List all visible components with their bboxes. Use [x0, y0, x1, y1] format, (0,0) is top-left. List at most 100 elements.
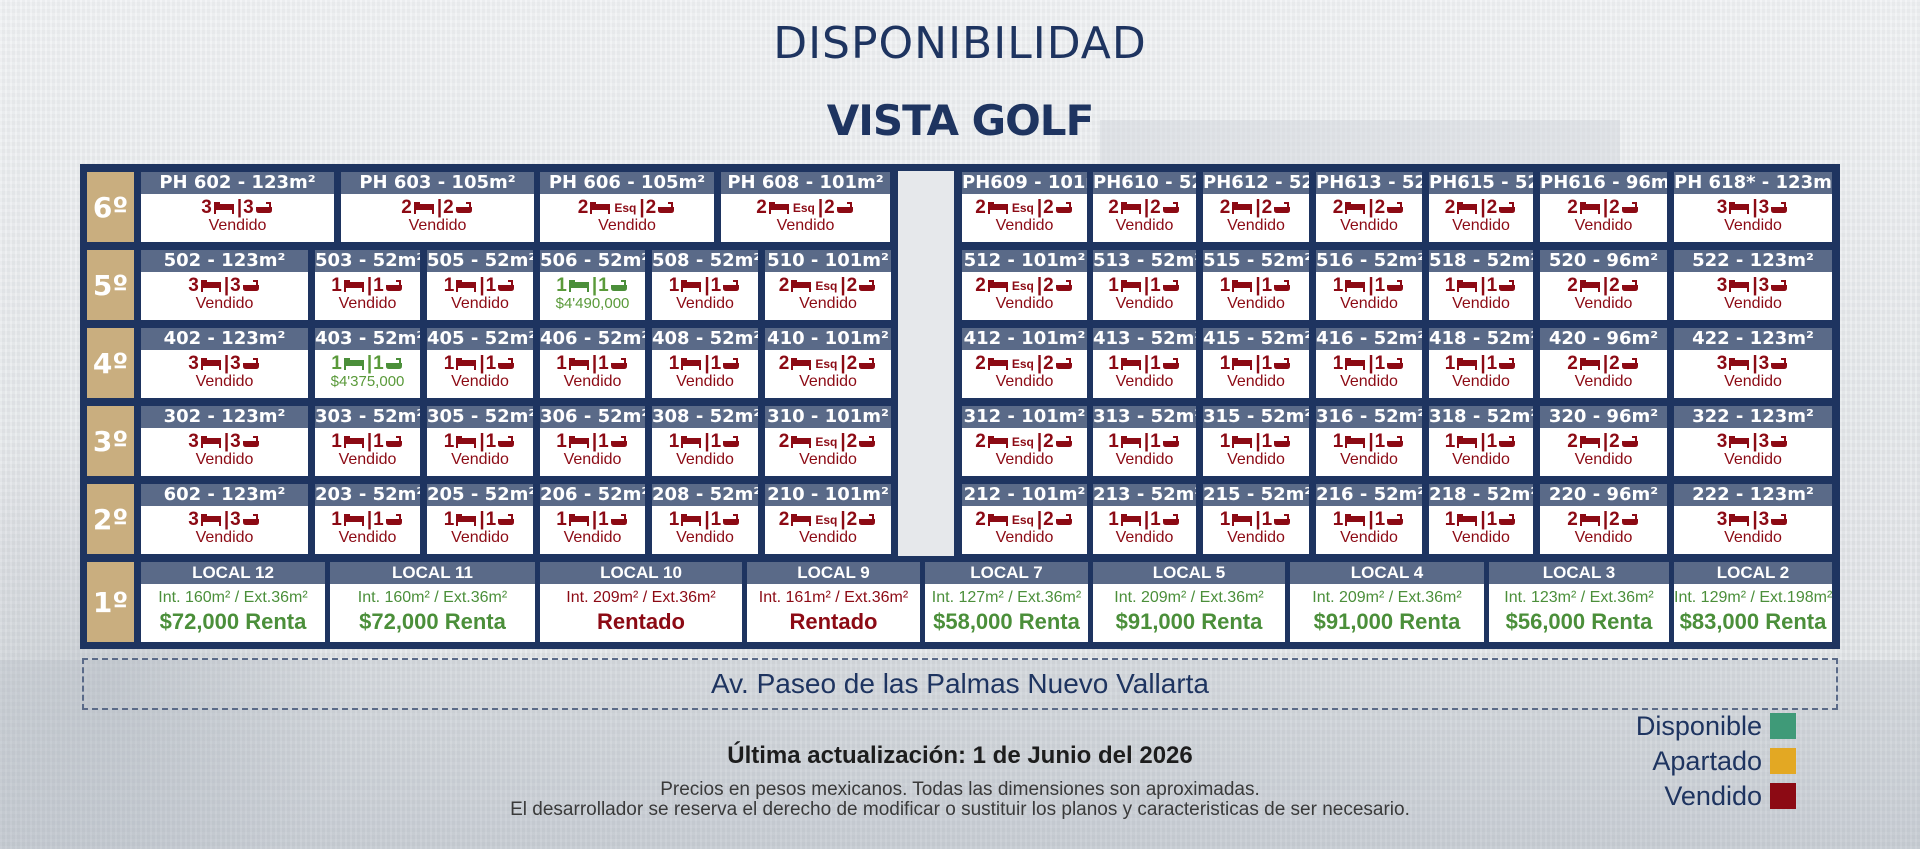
- local-cell[interactable]: LOCAL 10 Int. 209m² / Ext.36m² Rentado: [540, 562, 742, 642]
- bathtub-icon: [385, 435, 402, 447]
- unit-cell[interactable]: 212 - 101m² 2 Esq | 2 Vendido: [962, 484, 1087, 554]
- unit-features: 2 | 2: [1429, 197, 1533, 218]
- unit-cell[interactable]: 513 - 52m² 1 | 1 Vendido: [1093, 250, 1196, 320]
- unit-cell[interactable]: 502 - 123m² 3 | 3 Vendido: [141, 250, 308, 320]
- unit-cell[interactable]: 420 - 96m² 2 | 2 Vendido: [1540, 328, 1667, 398]
- local-area: Int. 123m² / Ext.36m²: [1504, 589, 1654, 606]
- bed-icon: [1232, 513, 1253, 526]
- unit-name: 306 - 52m²: [540, 406, 645, 428]
- unit-cell[interactable]: 402 - 123m² 3 | 3 Vendido: [141, 328, 308, 398]
- unit-cell[interactable]: PH 602 - 123m² 3 | 3 Vendido: [141, 172, 334, 242]
- unit-cell[interactable]: PH 603 - 105m² 2 | 2 Vendido: [341, 172, 534, 242]
- unit-cell[interactable]: 302 - 123m² 3 | 3 Vendido: [141, 406, 308, 476]
- local-name: LOCAL 12: [141, 562, 325, 584]
- local-cell[interactable]: LOCAL 2 Int. 129m² / Ext.198m² $83,000 Ren…: [1674, 562, 1832, 642]
- unit-cell[interactable]: 312 - 101m² 2 Esq | 2 Vendido: [962, 406, 1087, 476]
- unit-cell[interactable]: 415 - 52m² 1 | 1 Vendido: [1203, 328, 1309, 398]
- unit-cell[interactable]: 305 - 52m² 1 | 1 Vendido: [427, 406, 533, 476]
- local-cell[interactable]: LOCAL 7 Int. 127m² / Ext.36m² $58,000 Rent…: [925, 562, 1088, 642]
- local-price: Rentado: [597, 609, 685, 634]
- unit-cell[interactable]: PH 618* - 123m² 3 | 3 Vendido: [1674, 172, 1832, 242]
- unit-cell[interactable]: 515 - 52m² 1 | 1 Vendido: [1203, 250, 1309, 320]
- unit-cell[interactable]: PH616 - 96m² 2 | 2 Vendido: [1540, 172, 1667, 242]
- unit-cell[interactable]: 320 - 96m² 2 | 2 Vendido: [1540, 406, 1667, 476]
- separator: |: [840, 430, 846, 452]
- bed-icon: [768, 201, 789, 214]
- unit-cell[interactable]: 210 - 101m² 2 Esq | 2 Vendido: [765, 484, 891, 554]
- unit-cell[interactable]: 216 - 52m² 1 | 1 Vendido: [1316, 484, 1422, 554]
- unit-status: $4'375,000: [330, 373, 405, 390]
- local-area: Int. 209m² / Ext.36m²: [1114, 589, 1264, 606]
- unit-cell[interactable]: 406 - 52m² 1 | 1 Vendido: [540, 328, 645, 398]
- unit-cell[interactable]: 412 - 101m² 2 Esq | 2 Vendido: [962, 328, 1087, 398]
- local-cell[interactable]: LOCAL 12 Int. 160m² / Ext.36m² $72,000 Ren…: [141, 562, 325, 642]
- unit-cell[interactable]: 510 - 101m² 2 Esq | 2 Vendido: [765, 250, 891, 320]
- unit-cell[interactable]: 405 - 52m² 1 | 1 Vendido: [427, 328, 533, 398]
- local-cell[interactable]: LOCAL 4 Int. 209m² / Ext.36m² $91,000 Rent…: [1290, 562, 1484, 642]
- unit-cell[interactable]: 203 - 52m² 1 | 1 Vendido: [315, 484, 420, 554]
- local-cell[interactable]: LOCAL 9 Int. 161m² / Ext.36m² Rentado: [747, 562, 920, 642]
- local-cell[interactable]: LOCAL 11 Int. 160m² / Ext.36m² $72,000 Ren…: [330, 562, 535, 642]
- unit-features: 1 | 1: [1203, 509, 1309, 530]
- unit-cell[interactable]: 222 - 123m² 3 | 3 Vendido: [1674, 484, 1832, 554]
- separator: |: [1602, 508, 1609, 530]
- unit-cell[interactable]: 418 - 52m² 1 | 1 Vendido: [1429, 328, 1533, 398]
- corner-label: Esq: [815, 434, 838, 449]
- unit-cell[interactable]: 413 - 52m² 1 | 1 Vendido: [1093, 328, 1196, 398]
- unit-status: Vendido: [1340, 373, 1398, 390]
- local-cell[interactable]: LOCAL 3 Int. 123m² / Ext.36m² $56,000 Rent…: [1489, 562, 1669, 642]
- bathtub-icon: [859, 357, 876, 369]
- unit-cell[interactable]: 318 - 52m² 1 | 1 Vendido: [1429, 406, 1533, 476]
- unit-cell[interactable]: 416 - 52m² 1 | 1 Vendido: [1316, 328, 1422, 398]
- unit-cell[interactable]: 505 - 52m² 1 | 1 Vendido: [427, 250, 533, 320]
- unit-cell[interactable]: 215 - 52m² 1 | 1 Vendido: [1203, 484, 1309, 554]
- bed-count: 1: [1444, 274, 1456, 296]
- unit-cell[interactable]: PH 608 - 101m² 2 Esq | 2 Vendido: [721, 172, 890, 242]
- bed-count: 1: [668, 274, 680, 296]
- unit-cell[interactable]: 316 - 52m² 1 | 1 Vendido: [1316, 406, 1422, 476]
- unit-cell[interactable]: 306 - 52m² 1 | 1 Vendido: [540, 406, 645, 476]
- unit-cell[interactable]: 208 - 52m² 1 | 1 Vendido: [652, 484, 758, 554]
- unit-status: Vendido: [195, 373, 254, 390]
- unit-status: Vendido: [1452, 451, 1510, 468]
- bath-count: 1: [1374, 508, 1386, 530]
- unit-cell[interactable]: PH 606 - 105m² 2 Esq | 2 Vendido: [540, 172, 714, 242]
- unit-cell[interactable]: 403 - 52m² 1 | 1 $4'375,000: [315, 328, 420, 398]
- unit-cell[interactable]: 310 - 101m² 2 Esq | 2 Vendido: [765, 406, 891, 476]
- separator: |: [1368, 430, 1374, 452]
- unit-cell[interactable]: 303 - 52m² 1 | 1 Vendido: [315, 406, 420, 476]
- unit-cell[interactable]: 205 - 52m² 1 | 1 Vendido: [427, 484, 533, 554]
- unit-cell[interactable]: 518 - 52m² 1 | 1 Vendido: [1429, 250, 1533, 320]
- unit-cell[interactable]: 520 - 96m² 2 | 2 Vendido: [1540, 250, 1667, 320]
- unit-cell[interactable]: 506 - 52m² 1 | 1 $4'490,000: [540, 250, 645, 320]
- unit-cell[interactable]: 213 - 52m² 1 | 1 Vendido: [1093, 484, 1196, 554]
- unit-name: 212 - 101m²: [962, 484, 1087, 506]
- unit-cell[interactable]: 410 - 101m² 2 Esq | 2 Vendido: [765, 328, 891, 398]
- unit-status: Vendido: [1340, 295, 1398, 312]
- unit-cell[interactable]: 308 - 52m² 1 | 1 Vendido: [652, 406, 758, 476]
- unit-cell[interactable]: 315 - 52m² 1 | 1 Vendido: [1203, 406, 1309, 476]
- local-cell[interactable]: LOCAL 5 Int. 209m² / Ext.36m² $91,000 Rent…: [1093, 562, 1285, 642]
- unit-cell[interactable]: 206 - 52m² 1 | 1 Vendido: [540, 484, 645, 554]
- unit-cell[interactable]: 220 - 96m² 2 | 2 Vendido: [1540, 484, 1667, 554]
- local-price: $56,000 Renta: [1505, 609, 1653, 634]
- unit-cell[interactable]: 522 - 123m² 3 | 3 Vendido: [1674, 250, 1832, 320]
- unit-status: Vendido: [995, 529, 1054, 546]
- unit-cell[interactable]: 313 - 52m² 1 | 1 Vendido: [1093, 406, 1196, 476]
- unit-cell[interactable]: 512 - 101m² 2 Esq | 2 Vendido: [962, 250, 1087, 320]
- unit-cell[interactable]: 322 - 123m² 3 | 3 Vendido: [1674, 406, 1832, 476]
- unit-cell[interactable]: 422 - 123m² 3 | 3 Vendido: [1674, 328, 1832, 398]
- bed-count: 1: [1219, 430, 1231, 452]
- unit-name: PH610 - 52m²: [1093, 172, 1196, 194]
- unit-cell[interactable]: 218 - 52m² 1 | 1 Vendido: [1429, 484, 1533, 554]
- unit-cell[interactable]: 508 - 52m² 1 | 1 Vendido: [652, 250, 758, 320]
- unit-cell[interactable]: 503 - 52m² 1 | 1 Vendido: [315, 250, 420, 320]
- unit-cell[interactable]: 602 - 123m² 3 | 3 Vendido: [141, 484, 308, 554]
- unit-cell[interactable]: 408 - 52m² 1 | 1 Vendido: [652, 328, 758, 398]
- unit-cell[interactable]: 516 - 52m² 1 | 1 Vendido: [1316, 250, 1422, 320]
